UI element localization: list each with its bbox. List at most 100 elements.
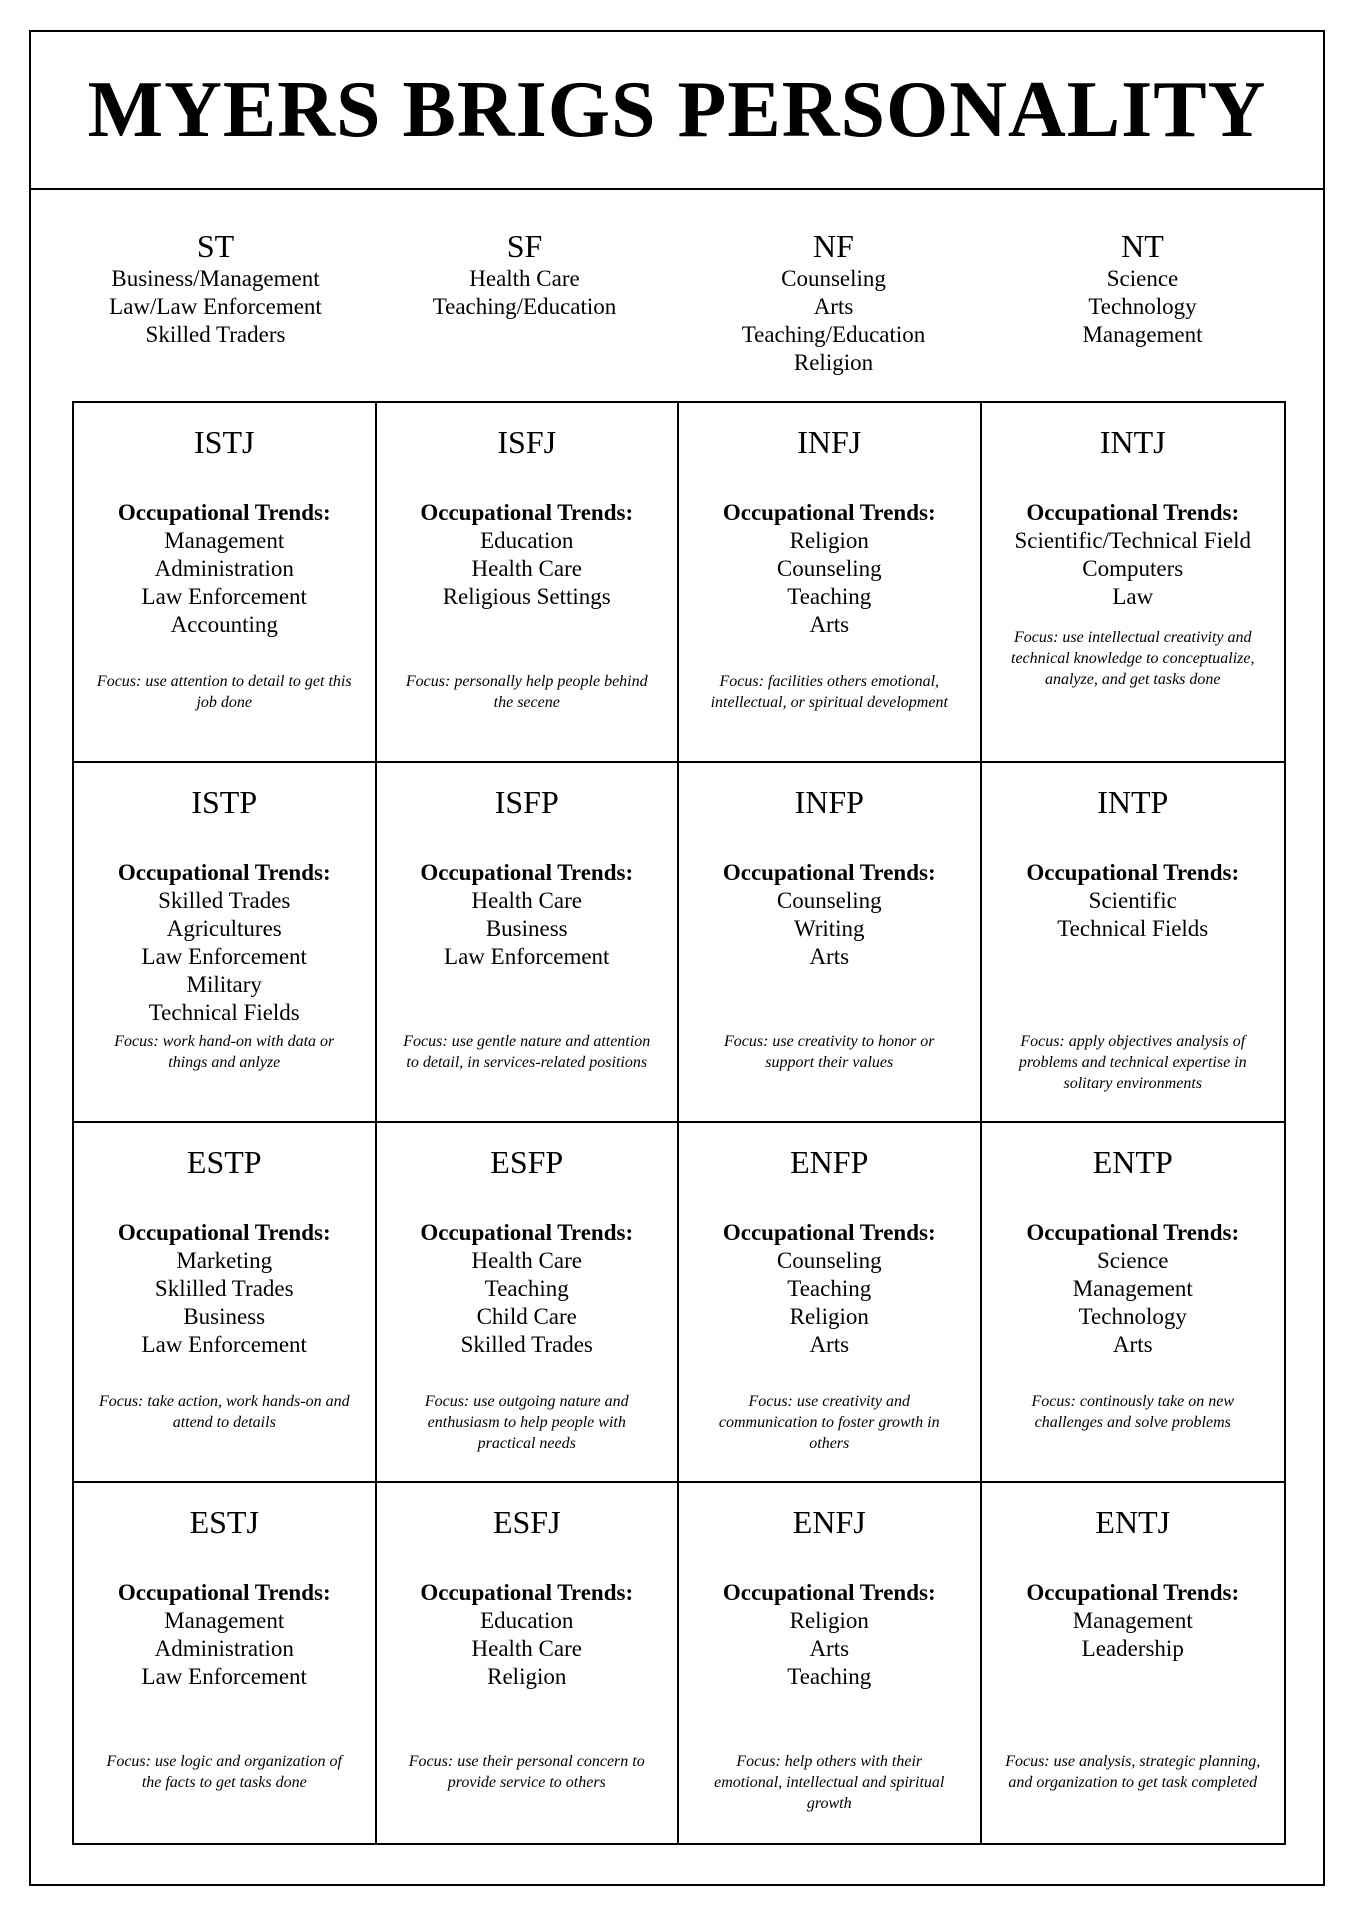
occupation-list: Religion Arts Teaching (787, 1607, 871, 1747)
occupation-item: Administration (154, 1636, 294, 1661)
occupation-list: Health Care Business Law Enforcement (444, 887, 609, 1027)
type-code: ISTJ (194, 424, 255, 460)
occupational-trends-heading: Occupational Trends: (1026, 1580, 1240, 1605)
type-code: ISTP (191, 784, 258, 820)
occupation-item: Religious Settings (442, 584, 611, 609)
type-code: ENTJ (1095, 1504, 1171, 1540)
type-cell-istj: ISTJ Occupational Trends: Management Admini… (74, 403, 377, 763)
occupation-list: Skilled Trades Agricultures Law Enforcemen… (142, 887, 307, 1027)
category-item: Business/Management (111, 266, 320, 291)
category-nt: NT Science Technology Management (988, 227, 1297, 377)
type-cell-esfp: ESFP Occupational Trends: Health Care Teach… (376, 1123, 679, 1483)
category-item: Religion (793, 350, 874, 375)
category-item: Science (1106, 266, 1179, 291)
occupational-trends-heading: Occupational Trends: (420, 860, 634, 885)
occupation-list: Counseling Writing Arts (777, 887, 882, 1027)
occupation-item: Health Care (471, 1248, 582, 1273)
category-item: Skilled Traders (145, 322, 286, 347)
occupation-item: Counseling (776, 556, 882, 581)
type-code: ENTP (1092, 1144, 1173, 1180)
category-item: Arts (813, 294, 854, 319)
type-cell-isfp: ISFP Occupational Trends: Health Care Busin… (376, 763, 679, 1123)
category-code: NF (813, 228, 854, 264)
page-frame: MYERS BRIGS PERSONALITY ST Business/Manag… (29, 30, 1325, 1886)
occupational-trends-heading: Occupational Trends: (420, 1220, 634, 1245)
occupational-trends-heading: Occupational Trends: (117, 500, 331, 525)
occupation-item: Counseling (776, 888, 882, 913)
type-cell-estj: ESTJ Occupational Trends: Management Admini… (74, 1483, 377, 1843)
category-item: Teaching/Education (741, 322, 926, 347)
occupation-item: Health Care (471, 556, 582, 581)
occupation-item: Child Care (476, 1304, 577, 1329)
focus-text: Focus: use creativity to honor or suppor… (724, 1033, 935, 1071)
type-code: INTJ (1099, 424, 1166, 460)
focus-text: Focus: work hand-on with data or things … (114, 1033, 335, 1071)
occupation-item: Science (1096, 1248, 1169, 1273)
category-item: Counseling (781, 266, 886, 291)
type-cell-estp: ESTP Occupational Trends: Marketing Sklille… (74, 1123, 377, 1483)
occupational-trends-heading: Occupational Trends: (117, 1220, 331, 1245)
occupation-item: Teaching (484, 1276, 569, 1301)
type-code: INFP (794, 784, 864, 820)
type-cell-infj: INFJ Occupational Trends: Religion Counseli… (679, 403, 982, 763)
focus-text: Focus: use attention to detail to get th… (96, 673, 352, 711)
type-cell-isfj: ISFJ Occupational Trends: Education Health … (376, 403, 679, 763)
type-cell-entp: ENTP Occupational Trends: Science Managemen… (981, 1123, 1284, 1483)
occupation-item: Counseling (776, 1248, 882, 1273)
occupation-item: Religion (789, 1608, 869, 1633)
category-row: ST Business/Management Law/Law Enforcement… (61, 227, 1297, 377)
focus-text: Focus: apply objectives analysis of prob… (1018, 1033, 1247, 1092)
personality-grid: ISTJ Occupational Trends: Management Admini… (72, 401, 1286, 1845)
type-cell-enfj: ENFJ Occupational Trends: Religion Arts Teac… (679, 1483, 982, 1843)
type-code: INFJ (797, 424, 862, 460)
occupation-list: Management Administration Law Enforcement A… (142, 527, 307, 667)
type-code: ESFJ (492, 1504, 561, 1540)
type-code: ESTP (186, 1144, 262, 1180)
occupation-item: Management (164, 1608, 285, 1633)
occupational-trends-heading: Occupational Trends: (117, 1580, 331, 1605)
occupation-item: Law Enforcement (444, 944, 610, 969)
occupational-trends-heading: Occupational Trends: (1026, 500, 1240, 525)
occupation-item: Law Enforcement (141, 584, 307, 609)
occupation-item: Management (164, 528, 285, 553)
focus-text: Focus: personally help people behind the… (405, 673, 648, 711)
occupation-item: Arts (809, 1636, 850, 1661)
focus-text: Focus: facilities others emotional, inte… (710, 673, 948, 711)
type-code: ESFP (490, 1144, 564, 1180)
type-code: ENFJ (792, 1504, 866, 1540)
category-item: Law/Law Enforcement (109, 294, 322, 319)
occupation-item: Marketing (176, 1248, 273, 1273)
occupation-item: Arts (809, 944, 850, 969)
occupation-item: Agricultures (166, 916, 282, 941)
occupation-list: Marketing Sklilled Trades Business Law Enfo… (142, 1247, 307, 1387)
focus-text: Focus: help others with their emotional,… (714, 1753, 945, 1812)
occupation-list: Management Leadership (1073, 1607, 1193, 1747)
occupation-item: Religion (789, 528, 869, 553)
category-st: ST Business/Management Law/Law Enforcement… (61, 227, 370, 377)
occupation-item: Scientific (1088, 888, 1177, 913)
category-code: NT (1121, 228, 1164, 264)
category-item: Technology (1088, 294, 1197, 319)
occupation-item: Teaching (787, 1664, 872, 1689)
category-nf: NF Counseling Arts Teaching/Education Religi… (679, 227, 988, 377)
occupation-item: Scientific/Technical Field (1014, 528, 1252, 553)
category-item: Teaching/Education (432, 294, 617, 319)
type-cell-intp: INTP Occupational Trends: Scientific Techni… (981, 763, 1284, 1123)
occupation-item: Business (485, 916, 568, 941)
occupation-item: Arts (809, 1332, 850, 1357)
occupation-item: Teaching (787, 1276, 872, 1301)
page-title: MYERS BRIGS PERSONALITY (87, 65, 1267, 154)
focus-text: Focus: use their personal concern to pro… (408, 1753, 645, 1791)
type-code: INTP (1097, 784, 1169, 820)
type-cell-enfp: ENFP Occupational Trends: Counseling Teachi… (679, 1123, 982, 1483)
focus-text: Focus: use creativity and communication … (718, 1393, 940, 1452)
occupation-item: Writing (793, 916, 865, 941)
category-code: ST (196, 228, 235, 264)
title-box: MYERS BRIGS PERSONALITY (31, 32, 1323, 190)
occupation-list: Religion Counseling Teaching Arts (777, 527, 882, 667)
focus-text: Focus: take action, work hands-on and at… (98, 1393, 350, 1431)
occupation-item: Law Enforcement (141, 944, 307, 969)
occupation-item: Administration (154, 556, 294, 581)
occupation-list: Scientific/Technical Field Computers Law (1014, 527, 1251, 623)
occupation-list: Education Health Care Religious Settings (443, 527, 611, 667)
